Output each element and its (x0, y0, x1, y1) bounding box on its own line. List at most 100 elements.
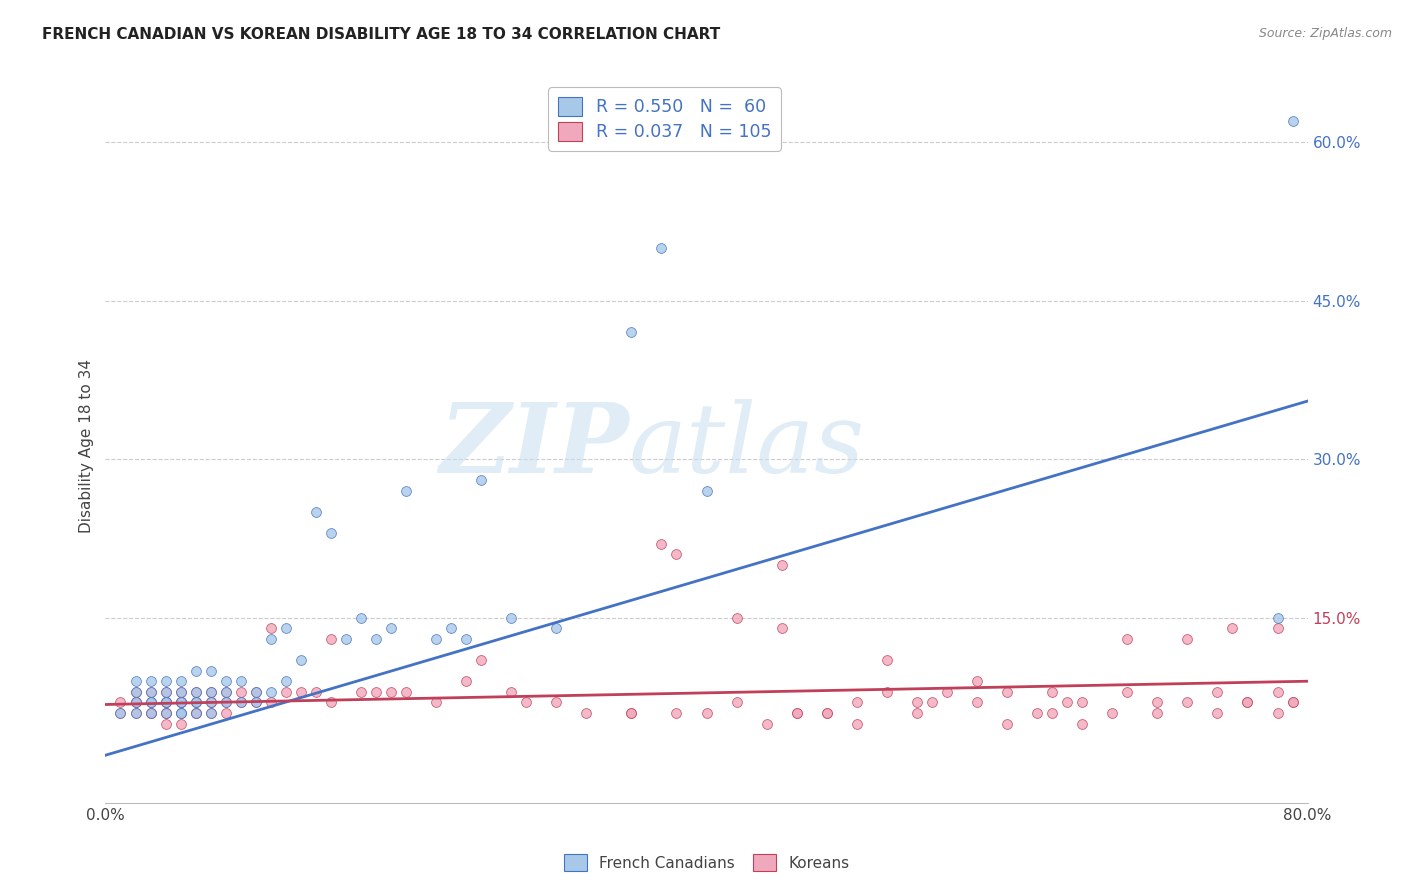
Point (995, 685, 1018, 699)
Point (274, 621, 297, 635)
Point (650, 241, 672, 255)
Point (169, 685, 191, 699)
Point (995, 716, 1018, 731)
Point (501, 685, 523, 699)
Point (169, 695, 191, 709)
Point (1267, 621, 1289, 635)
Point (169, 674, 191, 689)
Point (1236, 695, 1258, 709)
Point (274, 685, 297, 699)
Point (755, 716, 778, 731)
Point (169, 706, 191, 720)
Point (155, 695, 177, 709)
Point (454, 632, 477, 646)
Point (184, 706, 207, 720)
Legend: French Canadians, Koreans: French Canadians, Koreans (558, 848, 855, 877)
Point (470, 474, 492, 488)
Point (169, 695, 191, 709)
Point (124, 685, 146, 699)
Point (454, 674, 477, 689)
Point (725, 695, 748, 709)
Point (200, 685, 222, 699)
Point (184, 685, 207, 699)
Point (124, 695, 146, 709)
Point (124, 695, 146, 709)
Point (305, 685, 328, 699)
Point (139, 695, 162, 709)
Point (110, 695, 132, 709)
Point (139, 685, 162, 699)
Point (214, 706, 236, 720)
Point (815, 706, 838, 720)
Point (1071, 716, 1094, 731)
Point (155, 695, 177, 709)
Text: FRENCH CANADIAN VS KOREAN DISABILITY AGE 18 TO 34 CORRELATION CHART: FRENCH CANADIAN VS KOREAN DISABILITY AGE… (42, 27, 720, 42)
Point (139, 706, 162, 720)
Point (575, 706, 598, 720)
Point (139, 674, 162, 689)
Point (124, 706, 146, 720)
Point (305, 505, 328, 519)
Point (139, 706, 162, 720)
Point (124, 685, 146, 699)
Point (380, 685, 402, 699)
Point (245, 685, 267, 699)
Point (184, 685, 207, 699)
Point (1056, 695, 1078, 709)
Point (124, 695, 146, 709)
Point (200, 685, 222, 699)
Point (155, 706, 177, 720)
Point (335, 632, 357, 646)
Point (184, 664, 207, 678)
Point (845, 695, 868, 709)
Point (650, 537, 672, 551)
Point (1267, 611, 1289, 625)
Point (155, 685, 177, 699)
Point (395, 483, 418, 498)
Point (770, 558, 793, 572)
Point (155, 674, 177, 689)
Point (876, 653, 898, 667)
Point (229, 695, 252, 709)
Point (184, 706, 207, 720)
Point (290, 653, 312, 667)
Point (200, 695, 222, 709)
Point (184, 706, 207, 720)
Point (124, 706, 146, 720)
Point (200, 695, 222, 709)
Point (260, 695, 283, 709)
Point (620, 706, 643, 720)
Point (1116, 685, 1139, 699)
Point (184, 695, 207, 709)
Point (696, 483, 718, 498)
Point (200, 706, 222, 720)
Point (139, 706, 162, 720)
Point (665, 706, 688, 720)
Point (169, 695, 191, 709)
Point (169, 695, 191, 709)
Point (696, 706, 718, 720)
Point (245, 695, 267, 709)
Point (515, 695, 537, 709)
Text: atlas: atlas (628, 399, 865, 493)
Point (229, 674, 252, 689)
Point (470, 653, 492, 667)
Point (380, 621, 402, 635)
Point (1040, 706, 1063, 720)
Point (124, 674, 146, 689)
Point (229, 685, 252, 699)
Point (1236, 695, 1258, 709)
Point (319, 695, 342, 709)
Point (229, 695, 252, 709)
Point (290, 685, 312, 699)
Point (786, 706, 808, 720)
Point (200, 695, 222, 709)
Point (1206, 706, 1229, 720)
Point (1206, 685, 1229, 699)
Point (1267, 685, 1289, 699)
Point (815, 706, 838, 720)
Point (876, 685, 898, 699)
Point (1146, 695, 1168, 709)
Point (260, 621, 283, 635)
Point (214, 685, 236, 699)
